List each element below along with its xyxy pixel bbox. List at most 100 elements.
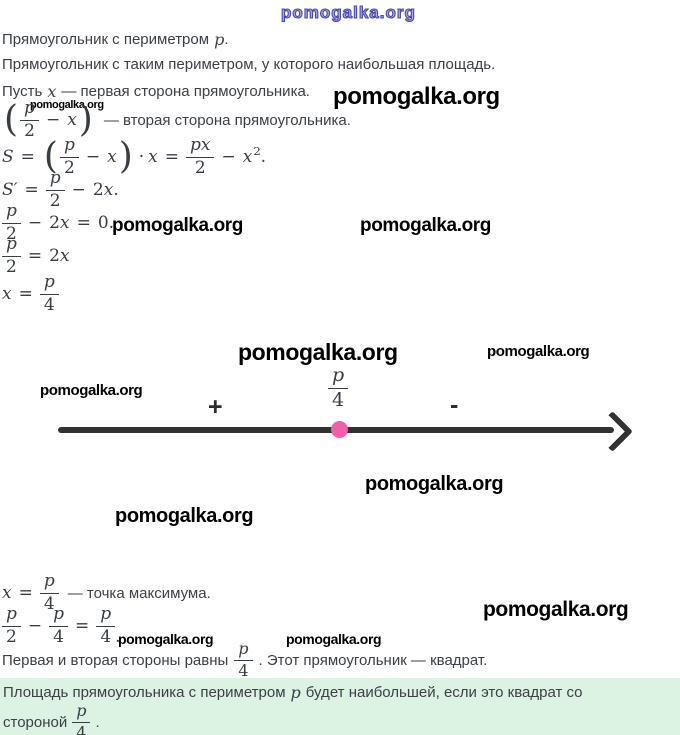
fraction-p-2: p 2 — [2, 202, 21, 244]
fraction-denominator: 2 — [6, 256, 17, 277]
answer-text-post: будет наибольшей, если это квадрат со — [305, 684, 583, 701]
formula-max-point: x = p 4 — точка максимума. — [2, 572, 211, 614]
open-paren: ( — [4, 98, 19, 141]
equals-operator: = — [18, 583, 33, 604]
fraction-numerator: p — [2, 605, 21, 627]
watermark-bottom-small-2: pomogalka.org — [286, 631, 382, 647]
minus-operator: − — [221, 147, 236, 168]
intro-line-1-text: Прямоугольник с периметром — [2, 31, 210, 48]
formula-caption: — вторая сторона прямоугольника. — [103, 111, 351, 129]
fraction-denominator: 2 — [6, 223, 17, 244]
variable-x: x — [2, 583, 12, 604]
fraction-denominator: 4 — [43, 593, 55, 614]
fraction-p-4: p 4 — [72, 702, 91, 735]
fraction-numerator: p — [45, 169, 65, 191]
fraction-denominator: 4 — [76, 722, 87, 735]
fraction-numerator: px — [185, 136, 215, 158]
fraction-denominator: 4 — [53, 626, 64, 647]
minus-operator: − — [85, 147, 101, 168]
formula-second-side: ( p 2 − x ) — вторая сторона прямоугольн… — [2, 98, 351, 141]
period: . — [108, 213, 115, 234]
fraction-numerator: p — [20, 99, 39, 121]
fraction-numerator: p — [59, 136, 79, 158]
arrow-right-icon — [591, 410, 634, 453]
variable-x: x — [59, 246, 70, 267]
fraction-numerator: p — [2, 235, 21, 257]
max-point-caption: — точка максимума. — [67, 584, 211, 602]
variable-x: x — [2, 284, 12, 305]
watermark-bottom-right: pomogalka.org — [483, 598, 629, 621]
fraction-numerator: p — [234, 640, 253, 661]
fraction-p-4: p 4 — [96, 605, 116, 647]
answer-line-1: Площадь прямоугольника с периметром p бу… — [3, 683, 680, 702]
variable-p: p — [214, 30, 225, 49]
variable-p: p — [290, 683, 301, 702]
fraction-denominator: 4 — [100, 626, 112, 647]
period: . — [113, 180, 119, 201]
minus-operator: − — [71, 180, 86, 201]
exponent: 2 — [253, 144, 261, 159]
fraction-p-4: p 4 — [328, 365, 349, 411]
answer-text-pre: Площадь прямоугольника с периметром — [3, 684, 286, 701]
fraction-p-4: p 4 — [49, 605, 69, 647]
period: . — [224, 31, 229, 48]
minus-operator: − — [45, 110, 61, 131]
fraction-denominator: 2 — [24, 120, 35, 141]
fraction-denominator: 4 — [332, 388, 345, 411]
fraction-denominator: 4 — [238, 660, 249, 680]
plus-sign-label: + — [208, 393, 223, 421]
intro-line-1: Прямоугольник с периметром p . — [2, 30, 228, 49]
critical-point-dot — [331, 421, 348, 438]
period: . — [115, 626, 121, 647]
variable-x: x — [107, 147, 117, 168]
variable-x: x — [47, 82, 57, 101]
answer-text-side: стороной — [3, 713, 68, 731]
fraction-numerator: p — [72, 702, 91, 723]
intro-line-2-text: Прямоугольник с таким периметром, у кото… — [2, 56, 496, 73]
fraction-denominator: 2 — [49, 190, 61, 211]
variable-x: x — [148, 147, 158, 168]
fraction-p-2: p 2 — [20, 99, 39, 141]
formula-check: p 2 − p 4 = p 4 . — [2, 605, 121, 647]
formula-area: S = ( p 2 − x ) · x = px 2 − x 2 . — [2, 135, 267, 178]
variable-x: x — [103, 180, 114, 201]
fraction-p-4: p 4 — [234, 640, 253, 680]
close-paren: ) — [118, 135, 133, 178]
watermark-below-line-2: pomogalka.org — [115, 505, 254, 527]
equals-operator: = — [27, 246, 43, 267]
multiply-operator: · — [138, 147, 145, 168]
equals-operator: = — [20, 147, 35, 168]
sides-text-post: . Этот прямоугольник — квадрат. — [258, 651, 488, 669]
numberline-point-label: p 4 — [328, 365, 349, 411]
fraction-denominator: 4 — [43, 294, 55, 315]
coefficient: 2 — [49, 246, 60, 267]
fraction-numerator: p — [328, 365, 349, 389]
formula-solution: x = p 4 — [2, 273, 59, 315]
coefficient: 2 — [92, 180, 104, 201]
watermark-numberline-left: pomogalka.org — [40, 382, 143, 399]
fraction-p-2: p 2 — [2, 235, 21, 277]
variable-x-squared: x — [242, 147, 253, 168]
fraction-numerator: p — [39, 273, 59, 295]
minus-operator: − — [27, 213, 43, 234]
watermark-mid-right: pomogalka.org — [360, 215, 491, 236]
watermark-numberline-right: pomogalka.org — [487, 343, 590, 360]
watermark-below-line-1: pomogalka.org — [365, 473, 504, 495]
period: . — [95, 713, 100, 731]
fraction-p-2: p 2 — [59, 136, 79, 178]
intro-line-3-pre: Пусть — [2, 83, 43, 100]
intro-line-3: Пусть x — первая сторона прямоугольника. — [2, 82, 310, 101]
watermark-numberline-center: pomogalka.org — [238, 339, 398, 365]
sides-text-pre: Первая и вторая стороны равны — [2, 651, 229, 669]
equals-operator: = — [75, 616, 90, 637]
watermark-logo-top: pomogalka.org — [280, 2, 416, 22]
fraction-denominator: 2 — [194, 157, 206, 178]
period: . — [260, 147, 267, 168]
fraction-numerator: p — [49, 605, 69, 627]
equals-operator: = — [24, 180, 39, 201]
equals-operator: = — [76, 213, 91, 234]
watermark-mid-left: pomogalka.org — [112, 215, 243, 236]
fraction-numerator: p — [96, 605, 116, 627]
formula-derivative: S′ = p 2 − 2 x . — [2, 169, 119, 211]
fraction-p-2: p 2 — [2, 605, 21, 647]
